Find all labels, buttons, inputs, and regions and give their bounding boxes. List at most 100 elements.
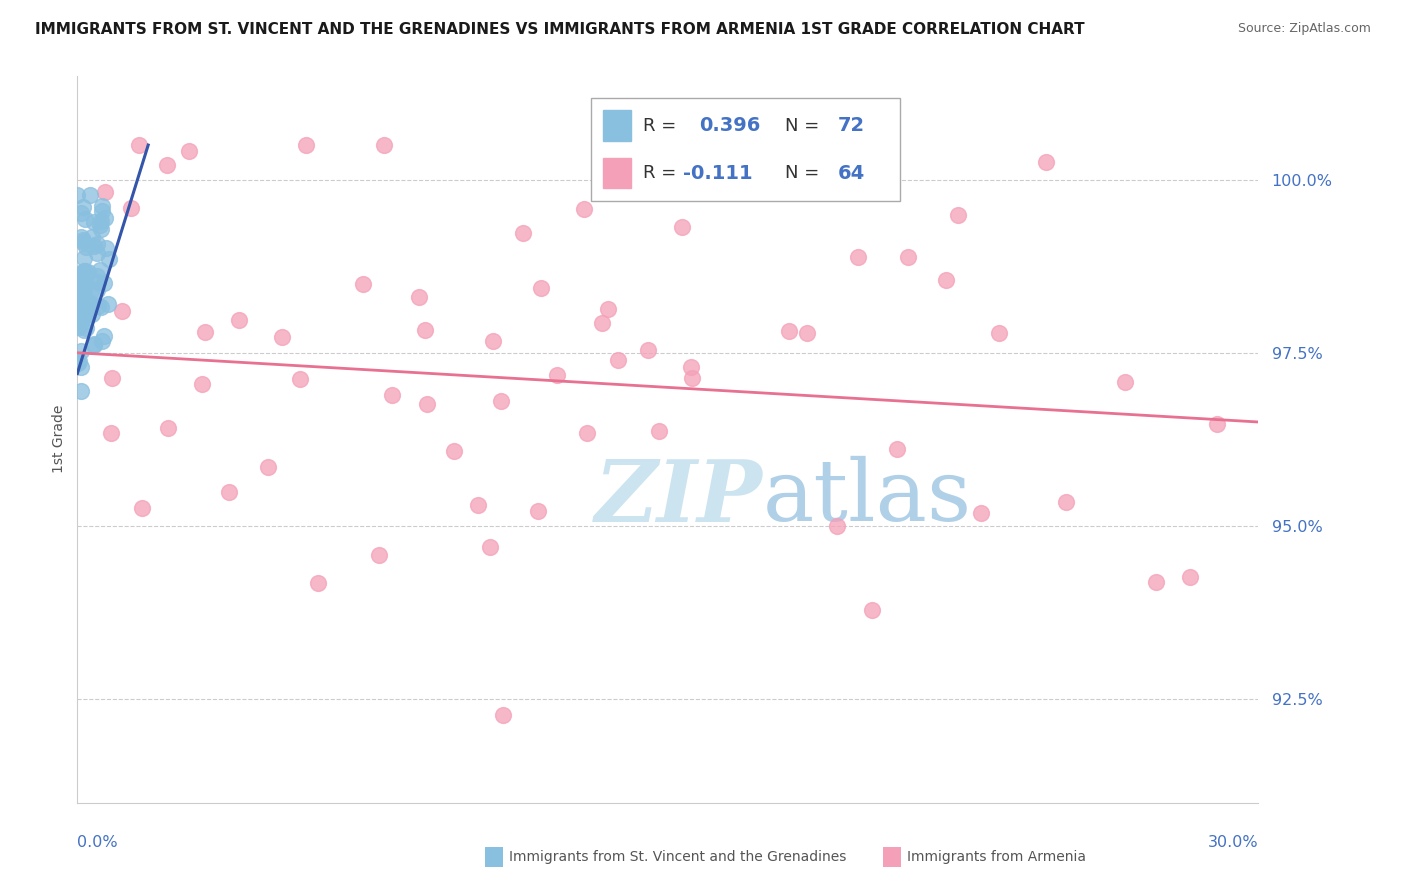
Point xyxy=(97,252,120,266)
Point xyxy=(72,289,94,303)
Point xyxy=(77,307,100,321)
Point xyxy=(886,442,908,456)
Point xyxy=(83,338,105,352)
Point xyxy=(87,299,110,313)
Point xyxy=(70,269,93,284)
Text: R =: R = xyxy=(643,164,682,182)
Point xyxy=(94,211,117,225)
Text: N =: N = xyxy=(786,164,825,182)
Point xyxy=(546,368,568,382)
Point xyxy=(575,425,598,440)
Point xyxy=(70,313,93,327)
Point xyxy=(69,267,91,281)
Point xyxy=(93,186,115,200)
Point xyxy=(987,326,1010,341)
Point xyxy=(69,266,91,280)
Point xyxy=(73,323,96,337)
Point xyxy=(80,298,103,312)
Point xyxy=(91,334,114,348)
Point xyxy=(93,276,115,290)
Point xyxy=(479,540,502,554)
Point xyxy=(796,326,818,340)
Point xyxy=(90,300,112,314)
Point xyxy=(72,285,94,300)
Point xyxy=(75,302,97,317)
Bar xyxy=(603,158,631,188)
Point xyxy=(648,424,671,438)
Y-axis label: 1st Grade: 1st Grade xyxy=(52,405,66,474)
Point xyxy=(97,296,120,310)
Point xyxy=(591,316,613,330)
Point xyxy=(73,264,96,278)
Point xyxy=(66,187,89,202)
FancyBboxPatch shape xyxy=(591,98,900,201)
Text: ZIP: ZIP xyxy=(595,456,762,540)
Point xyxy=(70,206,93,220)
Point xyxy=(860,603,883,617)
Point xyxy=(70,274,93,288)
Point xyxy=(598,302,620,317)
Point xyxy=(935,272,957,286)
Point xyxy=(530,281,553,295)
Point xyxy=(970,507,993,521)
Point xyxy=(177,145,200,159)
Point xyxy=(94,241,117,255)
Point xyxy=(90,199,112,213)
Point xyxy=(69,344,91,359)
Point xyxy=(443,444,465,458)
Point xyxy=(492,708,515,723)
Text: IMMIGRANTS FROM ST. VINCENT AND THE GRENADINES VS IMMIGRANTS FROM ARMENIA 1ST GR: IMMIGRANTS FROM ST. VINCENT AND THE GREN… xyxy=(35,22,1085,37)
Point xyxy=(89,219,111,233)
Point xyxy=(73,212,96,227)
Point xyxy=(66,300,89,314)
Point xyxy=(1206,417,1229,431)
Point xyxy=(67,286,90,301)
Point xyxy=(778,325,800,339)
Point xyxy=(75,321,97,335)
Point xyxy=(367,548,389,562)
Point xyxy=(80,230,103,244)
Text: 0.396: 0.396 xyxy=(699,116,761,136)
Point xyxy=(526,503,548,517)
Point xyxy=(381,388,404,402)
Point xyxy=(800,147,823,161)
Point xyxy=(86,268,108,283)
Point xyxy=(87,275,110,289)
Point xyxy=(79,188,101,202)
Point xyxy=(482,334,505,349)
Point xyxy=(1114,376,1136,390)
Text: N =: N = xyxy=(786,117,825,135)
Point xyxy=(307,576,329,591)
Point xyxy=(111,304,134,318)
Point xyxy=(90,221,112,235)
Point xyxy=(69,310,91,324)
Point xyxy=(83,238,105,252)
Point xyxy=(606,353,628,368)
Point xyxy=(946,209,969,223)
Point xyxy=(89,263,111,277)
Point xyxy=(72,201,94,215)
Point xyxy=(290,372,312,386)
Point xyxy=(120,202,142,216)
Point xyxy=(897,250,920,264)
Point xyxy=(846,250,869,264)
Point xyxy=(270,330,292,344)
Point xyxy=(75,240,97,254)
Point xyxy=(83,215,105,229)
Point xyxy=(408,290,430,304)
Point xyxy=(75,306,97,320)
Point xyxy=(73,276,96,290)
Point xyxy=(101,371,124,385)
Point xyxy=(73,251,96,265)
Point xyxy=(93,328,115,343)
Point xyxy=(100,426,122,441)
Point xyxy=(69,278,91,293)
Point xyxy=(70,230,93,244)
Point xyxy=(80,285,103,299)
Point xyxy=(70,359,93,374)
Point xyxy=(90,204,112,219)
Point xyxy=(77,302,100,317)
Point xyxy=(352,277,374,292)
Point xyxy=(671,220,693,235)
Point xyxy=(191,376,214,391)
